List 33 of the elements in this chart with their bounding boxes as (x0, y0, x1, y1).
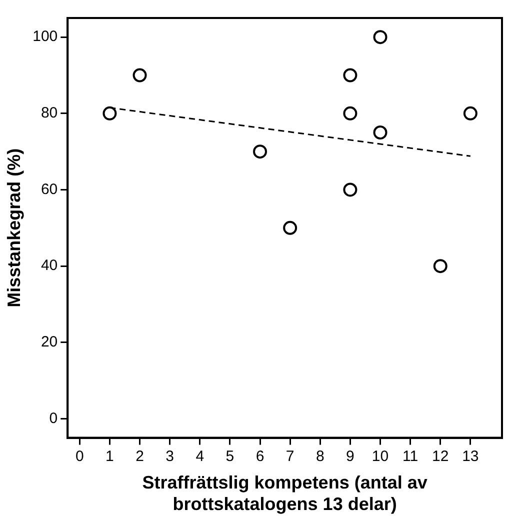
point (433, 259, 448, 274)
x-tick-label: 7 (286, 448, 294, 465)
point (343, 106, 358, 120)
x-tick-label: 1 (106, 448, 114, 465)
y-tick-label: 100 (32, 28, 58, 46)
x-tick-label: 10 (372, 448, 389, 465)
point (283, 220, 298, 235)
x-tick-label: 2 (136, 448, 144, 465)
y-tick-label: 0 (49, 410, 58, 427)
y-axis-title: Misstankegrad (%) (4, 148, 24, 308)
point (343, 68, 358, 82)
y-tick-label: 80 (40, 104, 58, 122)
point (373, 30, 388, 44)
point (373, 125, 388, 140)
x-tick-label: 0 (75, 448, 84, 465)
x-tick-label: 4 (196, 448, 204, 465)
y-tick-label: 60 (40, 180, 58, 198)
x-tick-label: 13 (462, 448, 479, 465)
point (343, 182, 358, 197)
x-tick-label: 11 (402, 448, 418, 465)
x-tick-label: 12 (432, 448, 449, 465)
x-tick-label: 9 (346, 448, 354, 465)
x-tick-label: 8 (316, 448, 324, 465)
point (132, 68, 147, 82)
x-tick-label: 6 (256, 448, 264, 465)
y-tick-label: 40 (40, 257, 58, 274)
x-tick-label: 5 (226, 448, 234, 465)
point (253, 144, 268, 159)
point (463, 106, 478, 120)
x-axis-title: Straffrättslig kompetens (antal av brottskatalogens 13 delar) (142, 472, 428, 514)
x-tick-label: 3 (166, 448, 174, 465)
point (102, 106, 117, 120)
y-tick-label: 20 (40, 334, 58, 351)
